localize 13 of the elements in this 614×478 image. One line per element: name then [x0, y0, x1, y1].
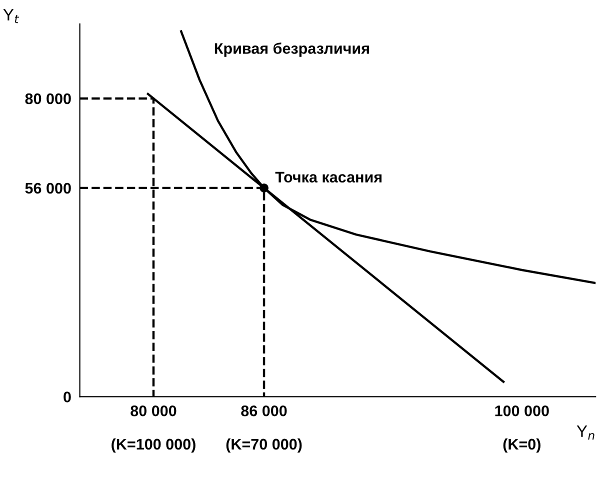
annotation: Точка касания — [275, 172, 382, 183]
y-axis-title: Y$_{t}$ — [3, 8, 20, 24]
x-tick-label: 100 000 — [495, 405, 549, 416]
text: (K=100 000) — [112, 438, 196, 453]
text: (K=0) — [503, 438, 540, 453]
text: (K=70 000) — [226, 438, 302, 453]
y-tick-label: 80 000 — [25, 93, 71, 104]
x-axis-title: Y$_{n}$ — [576, 425, 594, 440]
annotation: Кривая безразличия — [214, 42, 369, 57]
x-tick-label: 86 000 — [241, 405, 287, 416]
y-tick-label: 56 000 — [25, 182, 71, 194]
x-tick-label: 80 000 — [130, 405, 176, 416]
y-tick-label: 0 — [64, 392, 71, 402]
